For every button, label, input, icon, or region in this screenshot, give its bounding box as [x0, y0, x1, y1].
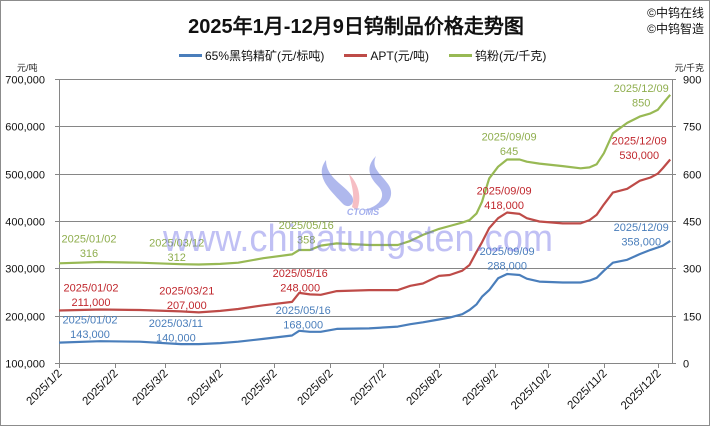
right-axis-unit: 元/千克	[674, 63, 704, 73]
left-axis-tick-label: 400,000	[5, 217, 45, 229]
logo-text: CTOMS	[347, 207, 379, 217]
x-axis-tick-label: 2025/1/2	[24, 368, 64, 408]
x-axis-tick-label: 2025/7/2	[348, 368, 388, 408]
series-lines	[58, 94, 672, 346]
x-axis-tick-label: 2025/2/2	[80, 368, 120, 408]
left-axis-tick-label: 700,000	[5, 75, 45, 87]
data-label-date: 2025/01/02	[63, 282, 118, 294]
right-axis-tick-label: 150	[683, 312, 701, 324]
data-label-value: 358,000	[621, 236, 661, 248]
legend-line-icon	[449, 53, 473, 57]
data-label-date: 2025/09/09	[477, 185, 532, 197]
left-axis-unit: 元/吨	[17, 63, 38, 73]
data-label-date: 2025/12/09	[614, 222, 669, 234]
data-label-value: 248,000	[280, 282, 320, 294]
data-label-value: 850	[632, 97, 650, 109]
x-axis-tick-label: 2025/8/2	[404, 368, 444, 408]
legend-item-concentrate: 65%黑钨精矿(元/标吨)	[179, 47, 324, 64]
x-axis-tick-label: 2025/5/2	[239, 368, 279, 408]
left-axis-tick-label: 200,000	[5, 312, 45, 324]
ctoms-logo-icon: CTOMS	[321, 156, 392, 217]
data-label-value: 140,000	[156, 333, 196, 345]
data-label-value: 645	[500, 146, 518, 158]
right-axis-tick-label: 600	[683, 170, 701, 182]
legend-item-apt: APT(元/吨)	[344, 47, 429, 64]
data-label-date: 2025/12/09	[612, 135, 667, 147]
right-axis-tick-label: 0	[683, 359, 689, 371]
data-label-date: 2025/12/09	[614, 83, 669, 95]
gridlines: 100,000 200,000 300,000 400,000 500,000 600,0…	[5, 75, 701, 371]
data-label-date: 2025/09/09	[480, 246, 535, 258]
data-label-date: 2025/05/16	[279, 220, 334, 232]
x-axis-tick-label: 2025/10/2	[509, 368, 554, 413]
series-line-2	[58, 94, 672, 266]
right-axis-tick-label: 900	[683, 75, 701, 87]
series-line-0	[58, 239, 671, 346]
chart-legend: 65%黑钨精矿(元/标吨) APT(元/吨) 钨粉(元/千克)	[179, 47, 566, 63]
series-line-1	[58, 158, 672, 314]
left-axis-tick-label: 600,000	[5, 122, 45, 134]
left-axis-tick-label: 500,000	[5, 170, 45, 182]
data-label-value: 143,000	[70, 329, 110, 341]
data-label-date: 2025/03/21	[159, 285, 214, 297]
data-label-value: 530,000	[619, 150, 659, 162]
right-axis-tick-label: 450	[683, 217, 701, 229]
x-axis-tick-label: 2025/6/2	[295, 368, 335, 408]
x-axis: 2025/1/2 2025/2/2 2025/3/2 2025/4/2 2025/5/2…	[24, 363, 664, 413]
data-label-date: 2025/03/12	[149, 238, 204, 250]
data-label-value: 207,000	[167, 300, 207, 312]
x-axis-tick-label: 2025/11/2	[566, 368, 610, 412]
legend-label: APT(元/吨)	[370, 48, 430, 63]
data-label-date: 2025/05/16	[273, 268, 328, 280]
data-label-value: 358	[297, 235, 315, 247]
right-axis-tick-label: 300	[683, 264, 701, 276]
data-label-value: 316	[80, 248, 98, 260]
data-label-value: 312	[167, 252, 185, 264]
data-labels: 2025/01/02 316 2025/03/12 312 2025/05/16 358 2…	[61, 83, 668, 345]
watermark-url-text: www.chinatungsten.com	[162, 218, 553, 260]
data-label-date: 2025/01/02	[62, 315, 117, 327]
legend-label: 65%黑钨精矿(元/标吨)	[205, 48, 325, 63]
legend-line-icon	[344, 53, 368, 57]
data-label-value: 418,000	[484, 200, 524, 212]
data-label-value: 288,000	[487, 261, 527, 273]
data-label-date: 2025/03/11	[149, 318, 203, 330]
data-label-date: 2025/09/09	[482, 131, 537, 143]
right-axis-tick-label: 750	[683, 122, 701, 134]
legend-line-icon	[179, 53, 202, 57]
chart-title: 2025年1月-12月9日钨制品价格走势图	[188, 16, 524, 38]
x-axis-tick-label: 2025/4/2	[185, 368, 225, 408]
legend-label: 钨粉(元/千克)	[475, 48, 547, 63]
legend-item-powder: 钨粉(元/千克)	[449, 47, 546, 64]
data-label-value: 211,000	[72, 297, 111, 309]
copyright-block: ©中钨在线 ©中钨智造	[647, 5, 704, 37]
x-axis-tick-label: 2025/12/2	[619, 368, 664, 413]
data-label-value: 168,000	[283, 319, 323, 331]
copyright-line-1: ©中钨在线	[647, 6, 704, 20]
x-axis-tick-label: 2025/9/2	[460, 368, 500, 408]
data-label-date: 2025/05/16	[276, 305, 331, 317]
left-axis-tick-label: 100,000	[5, 359, 45, 371]
left-axis-tick-label: 300,000	[5, 264, 45, 276]
data-label-date: 2025/01/02	[61, 233, 116, 245]
copyright-line-2: ©中钨智造	[647, 22, 704, 36]
x-axis-tick-label: 2025/3/2	[130, 368, 170, 408]
